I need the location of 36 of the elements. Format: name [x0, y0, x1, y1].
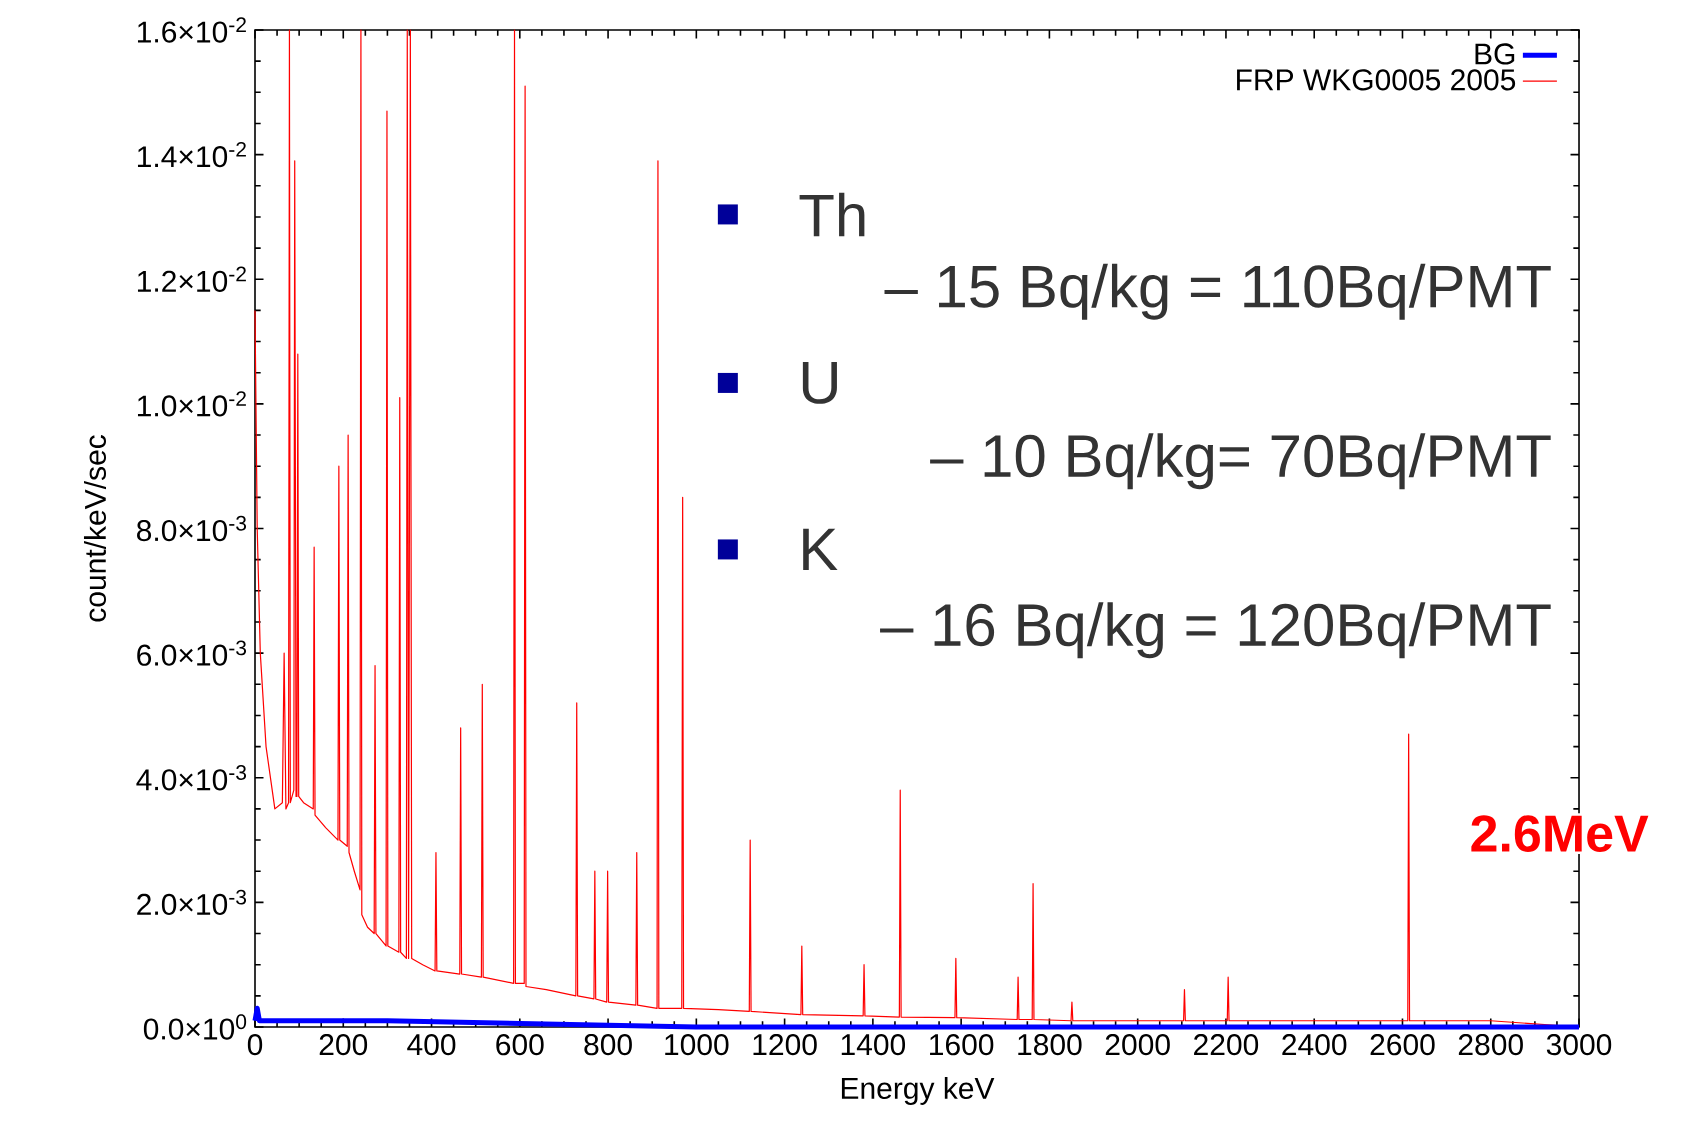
x-tick-label: 1400: [841, 1034, 906, 1056]
x-tick-label: 200: [319, 1034, 368, 1056]
y-tick-label: 2.0×10$^{-3}$: [137, 889, 247, 916]
x-axis-title: Energy keV: [841, 1076, 995, 1105]
y-tick-label: 1.0×10$^{-2}$: [137, 391, 246, 417]
x-tick-label: 2600: [1370, 1034, 1435, 1056]
y-tick-label: 4.0×10$^{-3}$: [136, 765, 247, 791]
x-tick-label: 1600: [930, 1034, 994, 1056]
annotation: U: [802, 362, 837, 404]
x-tick-label: 2800: [1458, 1034, 1523, 1056]
annotation: – 16 Bq/kg = 120Bq/PMT: [880, 602, 1551, 659]
y-tick-label: 0.0×10$^{0}$: [143, 1014, 247, 1040]
annotation: – 15 Bq/kg = 110Bq/PMT: [884, 263, 1551, 320]
annotation: 2.6MeV: [1471, 815, 1649, 852]
legend-label: BG: [1475, 43, 1515, 65]
x-tick-label: 1200: [753, 1034, 817, 1056]
y-tick-label: 8.0×10$^{-3}$: [137, 515, 247, 542]
x-tick-label: 0: [247, 1034, 263, 1056]
x-tick-label: 2400: [1282, 1034, 1347, 1056]
annotation: K: [803, 528, 838, 571]
annotation: Th: [799, 192, 865, 237]
x-tick-label: 3000: [1546, 1034, 1612, 1056]
y-tick-label: 1.2×10$^{-2}$: [137, 266, 246, 292]
x-tick-label: 1800: [1018, 1034, 1082, 1056]
x-tick-label: 2200: [1194, 1034, 1259, 1056]
x-tick-label: 400: [407, 1034, 456, 1056]
y-axis-title: count/keV/sec: [83, 435, 107, 622]
x-tick-label: 2000: [1105, 1034, 1170, 1056]
y-tick-label: 1.6×10$^{-2}$: [137, 17, 246, 43]
x-tick-label: 800: [584, 1034, 632, 1056]
annotation: – 10 Bq/kg= 70Bq/PMT: [930, 433, 1551, 490]
x-tick-label: 600: [496, 1034, 544, 1056]
x-tick-label: 1000: [665, 1034, 729, 1056]
legend-label: FRP WKG0005 2005: [1237, 69, 1516, 91]
y-tick-label: 1.4×10$^{-2}$: [137, 141, 246, 168]
y-tick-label: 6.0×10$^{-3}$: [137, 640, 247, 666]
